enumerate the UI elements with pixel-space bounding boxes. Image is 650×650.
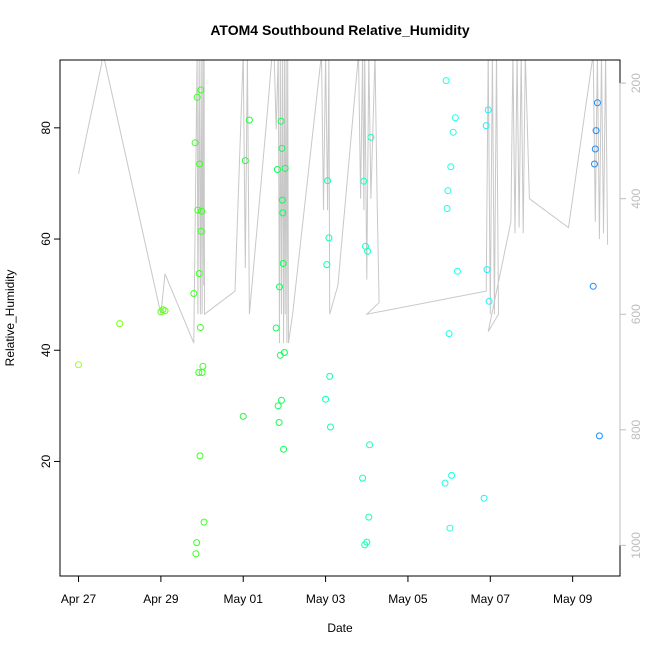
data-point: [325, 234, 333, 242]
x-tick-label: Apr 29: [143, 592, 179, 606]
data-point: [327, 423, 334, 431]
data-point: [592, 127, 600, 135]
x-tick-label: May 05: [388, 592, 428, 606]
data-point: [195, 270, 203, 277]
data-point: [279, 260, 287, 267]
data-point: [191, 139, 199, 147]
x-axis: Apr 27 Apr 29 May 01 May 03 May 05 May 07 May …: [61, 575, 593, 606]
y-tick-label: 60: [39, 232, 53, 246]
data-point: [366, 441, 374, 449]
y-tick-label: 40: [39, 343, 53, 357]
data-point: [192, 550, 200, 558]
secondary-line-layer: [78, 60, 609, 344]
data-point: [75, 361, 82, 369]
chart-title: ATOM4 Southbound Relative_Humidity: [210, 22, 469, 38]
data-point: [485, 297, 493, 305]
data-point: [326, 372, 334, 380]
x-tick-label: Apr 27: [61, 592, 97, 606]
data-point: [272, 324, 280, 332]
data-point: [273, 166, 281, 173]
data-point: [245, 116, 253, 124]
data-point: [196, 160, 204, 168]
secondary-y-tick-label: 1000: [629, 532, 643, 559]
data-point: [480, 494, 488, 502]
data-point: [190, 290, 198, 297]
data-point: [200, 518, 208, 526]
data-point: [591, 145, 599, 153]
data-point: [193, 93, 201, 101]
secondary-line: [78, 60, 609, 344]
secondary-y-tick-label: 200: [629, 73, 643, 93]
y-tick-label: 20: [39, 454, 53, 468]
data-point: [196, 452, 204, 460]
data-point: [161, 307, 169, 315]
data-point: [194, 206, 202, 214]
data-point: [364, 247, 372, 255]
data-point: [278, 196, 286, 204]
data-point: [482, 122, 490, 130]
secondary-y-tick-label: 400: [629, 188, 643, 208]
y-tick-label: 80: [39, 121, 53, 135]
data-point: [441, 479, 449, 487]
x-tick-label: May 09: [553, 592, 593, 606]
data-point: [195, 369, 203, 376]
x-tick-label: May 01: [224, 592, 264, 606]
data-point: [365, 513, 373, 521]
secondary-y-tick-label: 600: [629, 304, 643, 324]
data-point: [591, 160, 598, 168]
data-point: [484, 106, 492, 114]
data-point: [196, 324, 204, 331]
data-point: [278, 144, 286, 152]
data-point: [446, 524, 454, 532]
data-point: [595, 432, 603, 440]
data-point: [274, 402, 282, 410]
data-point: [359, 474, 367, 482]
data-point: [241, 157, 249, 165]
y-axis: 20 40 60 80: [39, 121, 61, 468]
data-point: [281, 164, 289, 172]
data-point: [198, 207, 206, 215]
data-point: [593, 99, 601, 107]
data-point: [589, 282, 597, 290]
data-point: [323, 261, 331, 269]
y-axis-label: Relative_Humidity: [3, 270, 17, 367]
x-axis-label: Date: [327, 621, 353, 635]
data-point: [277, 117, 285, 125]
secondary-y-axis: 200 400 600 800 1000: [619, 73, 643, 559]
data-point: [360, 177, 368, 185]
data-point: [279, 209, 287, 217]
data-point: [193, 539, 201, 547]
data-point: [199, 362, 207, 370]
data-point: [483, 266, 491, 274]
data-point: [157, 308, 165, 316]
data-point: [443, 205, 451, 212]
data-point: [197, 227, 205, 235]
data-point: [322, 395, 330, 403]
data-point: [449, 128, 457, 136]
data-point: [116, 320, 124, 328]
data-point: [280, 445, 288, 453]
points-layer: [75, 77, 603, 558]
data-point: [197, 86, 205, 94]
x-tick-label: May 03: [306, 592, 346, 606]
plot-frame: [59, 59, 621, 577]
data-point: [447, 163, 455, 171]
data-point: [444, 187, 452, 195]
secondary-y-tick-label: 800: [629, 419, 643, 439]
data-point: [278, 396, 285, 404]
data-point: [239, 412, 247, 420]
x-tick-label: May 07: [471, 592, 511, 606]
data-point: [448, 471, 456, 479]
data-point: [280, 349, 288, 356]
data-point: [276, 283, 283, 291]
data-point: [442, 77, 450, 85]
data-point: [363, 538, 371, 546]
data-point: [367, 133, 375, 141]
data-point: [453, 267, 461, 275]
data-point: [445, 330, 453, 338]
data-point: [275, 419, 283, 426]
data-point: [451, 114, 459, 122]
data-point: [324, 177, 332, 185]
